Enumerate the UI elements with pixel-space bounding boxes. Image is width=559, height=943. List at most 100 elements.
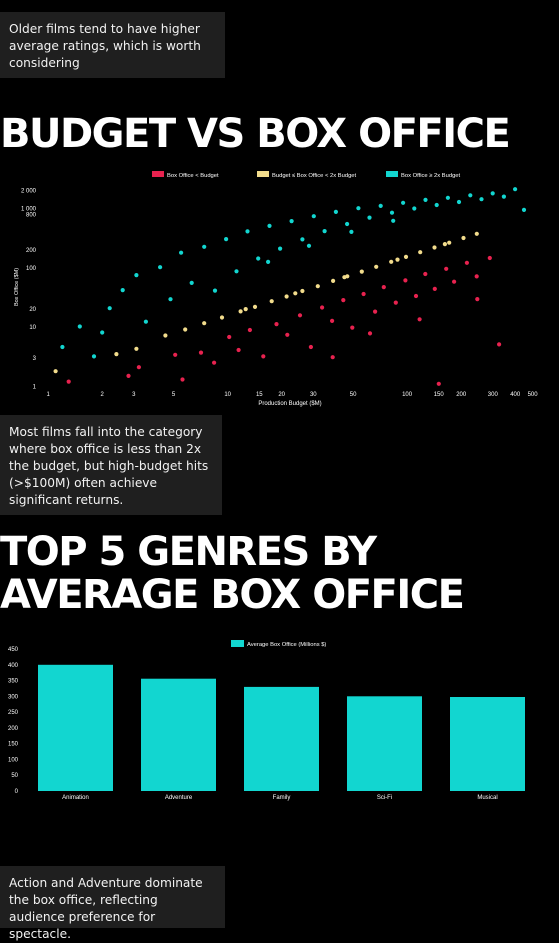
- legend-label: Box Office < Budget: [167, 173, 219, 179]
- data-point: [212, 360, 217, 365]
- data-point: [300, 237, 305, 242]
- data-point: [308, 344, 313, 350]
- data-point: [202, 244, 207, 249]
- data-point: [374, 264, 379, 269]
- data-point: [168, 297, 173, 302]
- data-point: [475, 297, 480, 302]
- data-point: [60, 344, 65, 350]
- data-point: [391, 218, 396, 223]
- data-point: [417, 317, 422, 322]
- data-point: [341, 298, 346, 303]
- data-point: [497, 342, 502, 347]
- budget-vs-box-office-scatter-chart: Box Office < Budget Budget ≤ Box Office <…: [14, 171, 539, 407]
- insight-note-budget: Most films fall into the category where …: [0, 415, 222, 515]
- y-axis-label: Box Office ($M): [14, 268, 20, 306]
- data-point: [403, 254, 409, 259]
- data-point: [367, 331, 373, 336]
- x-tick-label: 1: [47, 392, 51, 398]
- data-point: [349, 229, 354, 234]
- x-tick-label: 3: [132, 392, 136, 398]
- data-point: [91, 354, 97, 359]
- data-point: [333, 209, 338, 214]
- y-tick-label: 2 000: [21, 189, 37, 195]
- legend-swatch: [386, 171, 398, 177]
- data-point: [285, 332, 290, 337]
- data-point: [134, 273, 139, 278]
- x-tick-label: 30: [310, 392, 317, 398]
- data-point: [261, 354, 266, 359]
- legend-swatch: [257, 171, 269, 177]
- data-point: [395, 257, 400, 262]
- data-point: [136, 365, 141, 370]
- data-point: [198, 350, 204, 355]
- data-point: [452, 279, 457, 284]
- x-tick-label: Family: [273, 795, 291, 801]
- legend-swatch: [231, 640, 244, 647]
- y-tick-label: 10: [29, 325, 36, 331]
- data-point: [297, 313, 303, 318]
- data-point: [236, 347, 241, 353]
- top-genres-heading-line-1: TOP 5 GENRES BY: [0, 529, 377, 575]
- y-tick-label: 100: [8, 757, 19, 763]
- data-point: [423, 197, 428, 202]
- data-point: [252, 304, 258, 309]
- data-point: [247, 327, 252, 333]
- legend-label: Budget ≤ Box Office < 2x Budget: [272, 173, 357, 179]
- x-tick-label: 5: [172, 392, 176, 398]
- data-point: [100, 330, 105, 335]
- x-tick-label: Adventure: [165, 795, 193, 801]
- x-tick-label: 200: [456, 392, 467, 398]
- y-tick-label: 50: [11, 773, 18, 779]
- insight-note-genres: Action and Adventure dominate the box of…: [0, 866, 225, 941]
- x-tick-label: Sci-Fi: [377, 795, 392, 801]
- data-point: [436, 381, 441, 386]
- top-genres-bar-chart: Average Box Office (Millions $) 0 50 100 150…: [8, 640, 525, 801]
- data-point: [256, 256, 261, 261]
- data-point: [444, 266, 449, 271]
- data-point: [513, 187, 518, 192]
- bar: [347, 696, 422, 791]
- y-tick-label: 1: [33, 384, 37, 390]
- x-axis-label: Production Budget ($M): [258, 401, 321, 407]
- data-point: [269, 299, 274, 304]
- x-tick-label: 15: [256, 392, 263, 398]
- data-point: [479, 197, 484, 202]
- data-point: [393, 300, 398, 305]
- x-tick-label: 2: [101, 392, 105, 398]
- x-tick-label: 100: [402, 392, 413, 398]
- y-tick-label: 300: [8, 694, 19, 700]
- x-tick-label: 500: [528, 392, 539, 398]
- budget-vs-box-office-heading: BUDGET VS BOX OFFICE: [0, 111, 511, 157]
- data-point: [501, 194, 506, 199]
- data-point: [345, 221, 350, 227]
- data-point: [350, 325, 355, 330]
- y-tick-label: 450: [8, 647, 19, 653]
- data-point: [403, 278, 408, 283]
- data-point: [413, 293, 419, 299]
- data-point: [418, 250, 423, 255]
- y-tick-label: 20: [29, 307, 36, 313]
- data-point: [521, 207, 527, 212]
- data-point: [300, 288, 305, 294]
- data-point: [423, 271, 428, 277]
- x-tick-label: 50: [350, 392, 357, 398]
- top-genres-heading-line-2: AVERAGE BOX OFFICE: [0, 572, 465, 618]
- data-point: [330, 318, 335, 323]
- data-point: [311, 214, 316, 219]
- insight-note-ratings: Older films tend to have higher average …: [0, 12, 225, 78]
- y-tick-label: 250: [8, 710, 19, 716]
- bar: [141, 678, 216, 791]
- data-point: [389, 259, 394, 264]
- data-point: [356, 206, 361, 211]
- data-point: [234, 269, 239, 274]
- bar: [38, 664, 113, 791]
- data-point: [389, 210, 395, 215]
- y-tick-label: 3: [33, 356, 37, 362]
- data-point: [219, 315, 225, 320]
- data-point: [442, 242, 447, 247]
- data-point: [487, 255, 492, 261]
- data-point: [474, 274, 479, 279]
- data-point: [77, 324, 82, 329]
- data-point: [238, 309, 243, 314]
- data-point: [320, 305, 325, 310]
